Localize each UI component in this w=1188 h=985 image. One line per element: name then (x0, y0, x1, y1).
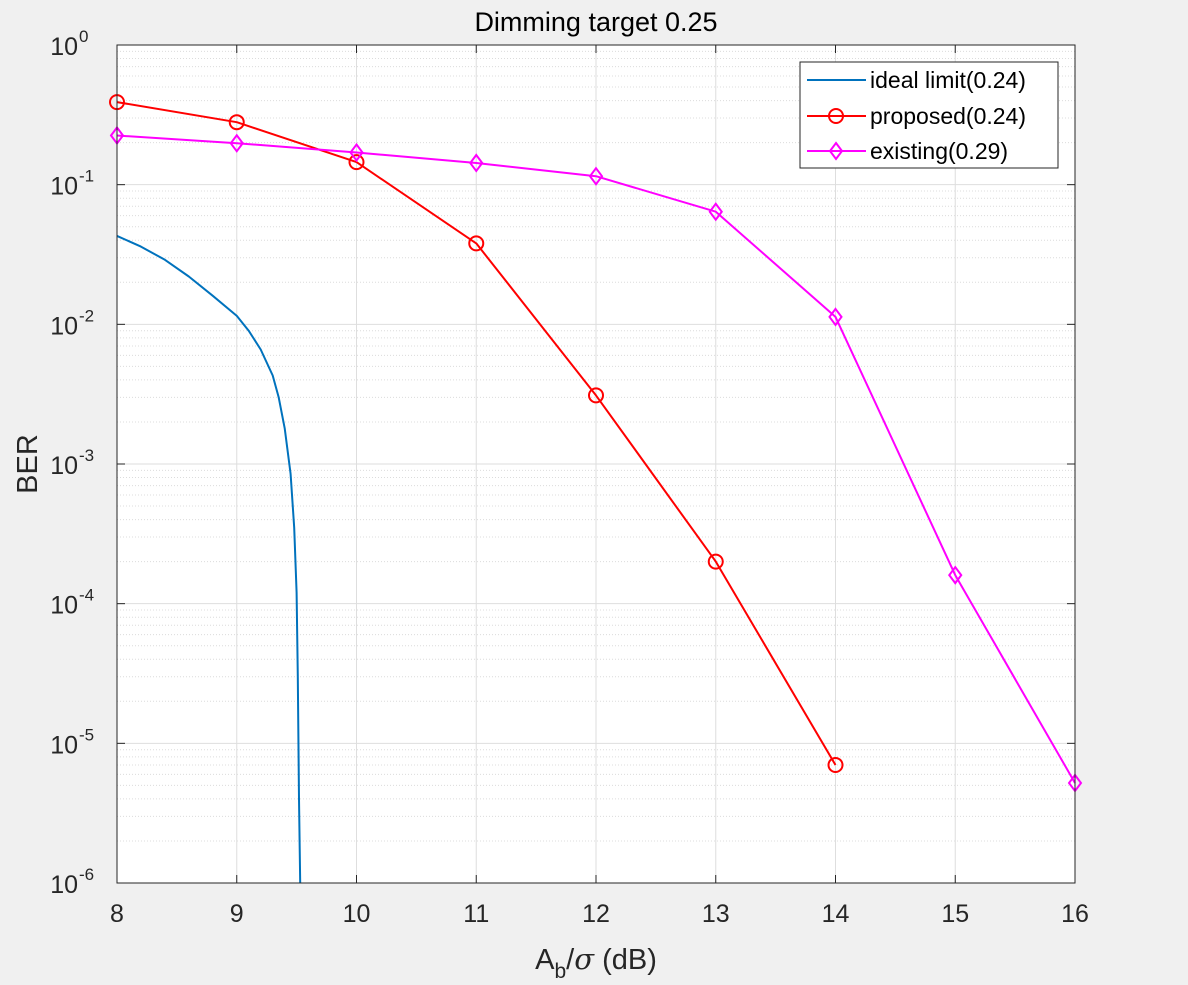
y-tick-label: 10 (50, 452, 78, 480)
x-tick-label: 10 (343, 900, 371, 928)
x-tick-label: 14 (822, 900, 850, 928)
x-tick-label: 11 (463, 900, 489, 928)
data-point-diamond (588, 166, 604, 186)
x-tick-label: 16 (1061, 900, 1089, 928)
x-tick-label: 13 (702, 900, 730, 928)
data-point-circle (827, 756, 844, 773)
x-axis-title: Ab/σ (dB) (535, 942, 657, 983)
legend-marker-proposed (828, 108, 844, 124)
x-axis-title-symbol: σ (574, 942, 595, 976)
minor-grid (117, 50, 1075, 842)
y-tick-exponent: -4 (79, 586, 94, 605)
series-line-1 (116, 101, 837, 766)
x-axis-title-suffix: (dB) (594, 944, 657, 976)
data-point-circle (588, 387, 604, 404)
series-line-2 (116, 134, 1076, 784)
chart-title: Dimming target 0.25 (474, 7, 717, 37)
y-tick-label: 10 (50, 312, 78, 340)
x-tick-label: 15 (941, 900, 969, 928)
axis-ticks (116, 44, 1076, 884)
legend-label-proposed: proposed(0.24) (870, 103, 1026, 129)
x-axis-title-slash: / (566, 944, 575, 976)
y-tick-exponent: -5 (79, 725, 94, 744)
data-point-diamond (708, 202, 723, 222)
x-tick-labels: 8 9 10 11 12 13 14 15 16 (110, 900, 1089, 928)
y-tick-label: 10 (50, 33, 78, 61)
x-axis-title-prefix: A (535, 944, 555, 976)
x-tick-label: 8 (110, 900, 124, 928)
data-point-circle (707, 553, 724, 570)
legend-marker-existing (828, 141, 844, 161)
legend-label-ideal-limit: ideal limit(0.24) (870, 67, 1026, 93)
data-point-circle (468, 235, 485, 252)
legend-label-existing: existing(0.29) (870, 138, 1008, 164)
x-axis-title-subscript: b (554, 960, 566, 983)
y-tick-label: 10 (50, 592, 78, 620)
data-point-circle (348, 154, 365, 171)
data-point-diamond (229, 133, 244, 153)
y-axis-title: BER (12, 434, 44, 494)
y-tick-label: 10 (50, 173, 78, 201)
legend-item-ideal-limit: ideal limit(0.24) (807, 67, 1026, 93)
series-layer (109, 94, 1083, 884)
y-tick-exponent: -3 (79, 446, 94, 465)
y-tick-label: 10 (50, 731, 78, 759)
x-tick-label: 12 (582, 900, 610, 928)
data-point-diamond (349, 142, 364, 163)
y-tick-exponent: -1 (79, 167, 94, 186)
y-tick-exponent: -6 (79, 865, 94, 884)
data-point-diamond (469, 153, 484, 173)
y-tick-label: 10 (50, 871, 78, 899)
data-point-diamond (948, 565, 963, 585)
legend-item-existing: existing(0.29) (807, 138, 1008, 164)
legend: ideal limit(0.24) proposed(0.24) existin… (799, 61, 1059, 169)
data-point-circle (228, 114, 245, 131)
series-line-0 (116, 234, 302, 884)
legend-item-proposed: proposed(0.24) (807, 103, 1026, 129)
data-point-diamond (828, 307, 843, 327)
y-tick-exponent: 0 (79, 27, 88, 46)
x-tick-label: 9 (230, 900, 244, 928)
y-tick-exponent: -2 (79, 306, 94, 325)
